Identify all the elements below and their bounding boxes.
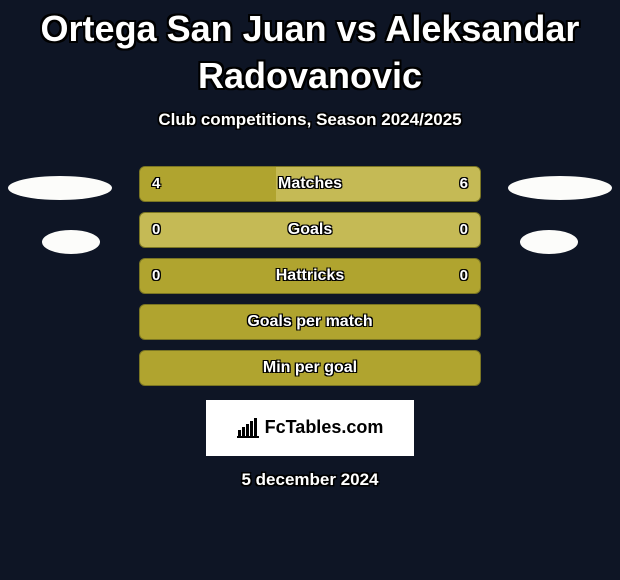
- stat-row: 46Matches: [139, 166, 481, 202]
- page-subtitle: Club competitions, Season 2024/2025: [0, 110, 620, 130]
- avatar-left_small: [42, 230, 100, 254]
- stat-label: Hattricks: [140, 267, 480, 285]
- bar-chart-icon: [237, 418, 261, 438]
- stat-row: 00Goals: [139, 212, 481, 248]
- stat-row: Min per goal: [139, 350, 481, 386]
- comparison-infographic: Ortega San Juan vs Aleksandar Radovanovi…: [0, 0, 620, 580]
- avatar-right_large: [508, 176, 612, 200]
- avatar-right_small: [520, 230, 578, 254]
- avatar-left_large: [8, 176, 112, 200]
- stat-label: Goals: [140, 221, 480, 239]
- stat-row: 00Hattricks: [139, 258, 481, 294]
- brand-text: FcTables.com: [265, 417, 384, 438]
- footer-date: 5 december 2024: [0, 470, 620, 490]
- brand-box: FcTables.com: [206, 400, 414, 456]
- stats-block: 46Matches 00Goals 00Hattricks Goals per mat…: [0, 166, 620, 386]
- stat-label: Goals per match: [140, 313, 480, 331]
- stat-label: Min per goal: [140, 359, 480, 377]
- stat-label: Matches: [140, 175, 480, 193]
- page-title: Ortega San Juan vs Aleksandar Radovanovi…: [0, 0, 620, 100]
- stat-row: Goals per match: [139, 304, 481, 340]
